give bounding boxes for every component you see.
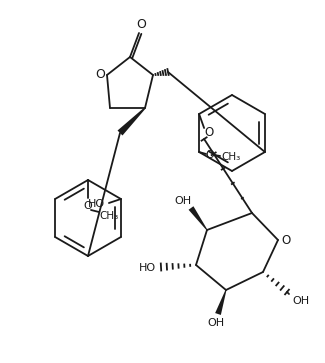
Text: CH₃: CH₃ xyxy=(99,211,119,221)
Text: O: O xyxy=(136,19,146,32)
Text: OH: OH xyxy=(207,318,225,328)
Text: OH: OH xyxy=(292,296,309,306)
Polygon shape xyxy=(215,290,227,315)
Text: O: O xyxy=(281,234,291,248)
Text: O: O xyxy=(206,150,214,160)
Text: O: O xyxy=(95,69,105,82)
Text: O: O xyxy=(84,201,92,211)
Polygon shape xyxy=(118,107,146,135)
Text: HO: HO xyxy=(138,263,156,273)
Polygon shape xyxy=(188,206,207,230)
Text: HO: HO xyxy=(88,199,106,209)
Text: CH₃: CH₃ xyxy=(221,152,241,162)
Text: O: O xyxy=(204,126,214,139)
Text: OH: OH xyxy=(175,196,191,206)
